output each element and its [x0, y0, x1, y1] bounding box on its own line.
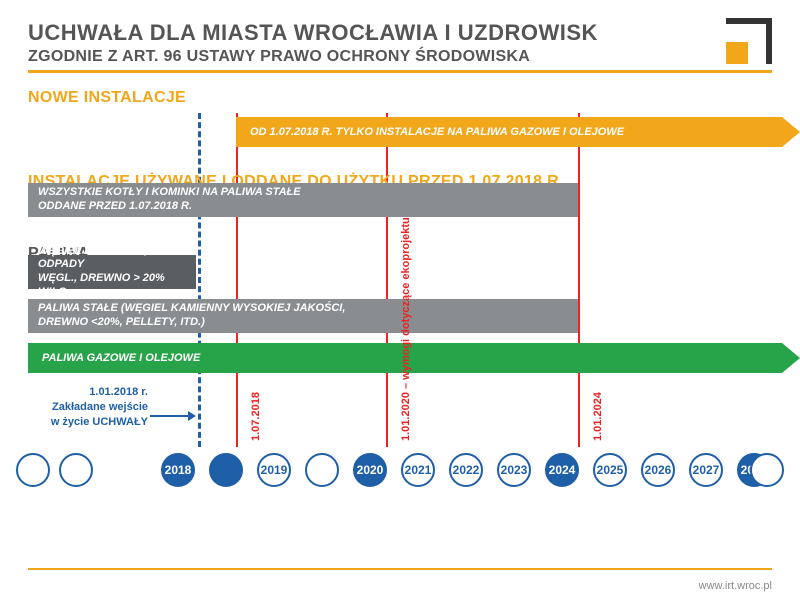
entry-dash-line [198, 113, 201, 447]
bar-grey-boilers: WSZYSTKIE KOTŁY I KOMINKI NA PALIWA STAŁ… [28, 183, 578, 217]
bar-solid-fuels: PALIWA STAŁE (WĘGIEL KAMIENNY WYSOKIEJ J… [28, 299, 578, 333]
year-circle: 2026 [641, 453, 675, 487]
year-circle: 2027 [689, 453, 723, 487]
page-title: UCHWAŁA DLA MIASTA WROCŁAWIA I UZDROWISK [28, 20, 772, 46]
bar-brown-coal: WĘGIEL BRUNATNY, ODPADYWĘGL., DREWNO > 2… [28, 255, 196, 289]
year-circle [209, 453, 243, 487]
year-circle: 2021 [401, 453, 435, 487]
footer-url: www.irt.wroc.pl [699, 580, 772, 592]
bar-gas-oil-label: PALIWA GAZOWE I OLEJOWE [42, 352, 200, 364]
logo-icon [726, 18, 772, 64]
year-circle: 2025 [593, 453, 627, 487]
divider [28, 70, 772, 73]
entry-text: Zakładane wejściew życie UCHWAŁY [38, 400, 148, 430]
year-timeline: 2018 2019 2020 2021 2022 2023 2024 2025 2026 2027… [28, 447, 772, 493]
vline-2024-label: 1.01.2024 [592, 392, 604, 441]
year-circle: 2023 [497, 453, 531, 487]
year-circle [59, 453, 93, 487]
bar-grey-boilers-label: WSZYSTKIE KOTŁY I KOMINKI NA PALIWA STAŁ… [38, 186, 301, 214]
year-circle: 2019 [257, 453, 291, 487]
vline-2018 [236, 113, 238, 447]
vline-2018-label: 1.07.2018 [250, 392, 262, 441]
vline-2020-label: 1.01.2020 – wymogi dotyczące ekoprojektu [400, 217, 412, 441]
vline-2020 [386, 113, 388, 447]
year-circle: 2020 [353, 453, 387, 487]
footer-divider [28, 568, 772, 570]
year-circle: 2018 [161, 453, 195, 487]
page-subtitle: ZGODNIE Z ART. 96 USTAWY PRAWO OCHRONY Ś… [28, 48, 772, 66]
entry-note: 1.01.2018 r. Zakładane wejściew życie UC… [38, 385, 148, 430]
year-circle [305, 453, 339, 487]
bar-brown-coal-label: WĘGIEL BRUNATNY, ODPADYWĘGL., DREWNO > 2… [38, 245, 186, 300]
bar-yellow-label: OD 1.07.2018 R. TYLKO INSTALACJE NA PALI… [250, 126, 624, 138]
year-circle: 2024 [545, 453, 579, 487]
entry-date: 1.01.2018 r. [38, 385, 148, 400]
bar-solid-fuels-label: PALIWA STAŁE (WĘGIEL KAMIENNY WYSOKIEJ J… [38, 302, 345, 330]
year-circle [750, 453, 784, 487]
section-nowe: NOWE INSTALACJE [28, 89, 772, 107]
vline-2024 [578, 113, 580, 447]
year-circle: 2022 [449, 453, 483, 487]
page: UCHWAŁA DLA MIASTA WROCŁAWIA I UZDROWISK… [0, 0, 800, 600]
entry-arrow-icon [150, 415, 190, 417]
year-circle [16, 453, 50, 487]
timeline-chart: OD 1.07.2018 R. TYLKO INSTALACJE NA PALI… [28, 113, 772, 493]
bar-yellow-new: OD 1.07.2018 R. TYLKO INSTALACJE NA PALI… [236, 117, 782, 147]
